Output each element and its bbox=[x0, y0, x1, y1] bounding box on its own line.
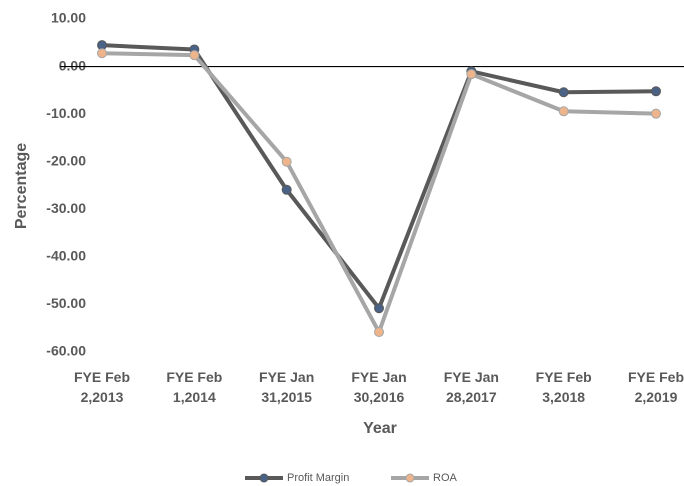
y-tick-label: -50.00 bbox=[46, 295, 86, 311]
x-tick-label: FYE Feb 3,2018 bbox=[536, 369, 592, 405]
legend-marker bbox=[405, 473, 415, 483]
x-tick-label: FYE Jan 31,2015 bbox=[259, 369, 314, 405]
y-tick-label: -60.00 bbox=[46, 343, 86, 359]
point-marker bbox=[374, 327, 384, 338]
point-marker bbox=[651, 86, 661, 97]
x-tick-label: FYE Jan 30,2016 bbox=[351, 369, 406, 405]
legend-marker bbox=[259, 473, 269, 483]
y-tick-label: -10.00 bbox=[46, 105, 86, 121]
x-tick-label: FYE Jan 28,2017 bbox=[444, 369, 499, 405]
series-line bbox=[101, 43, 657, 311]
point-marker bbox=[189, 50, 200, 61]
point-marker bbox=[374, 303, 384, 314]
x-axis-title: Year bbox=[363, 420, 397, 437]
point-marker bbox=[558, 106, 569, 117]
x-tick-label: FYE Feb 2,2019 bbox=[628, 369, 684, 405]
point-marker bbox=[558, 87, 569, 98]
point-marker bbox=[97, 48, 107, 59]
y-tick-label: -30.00 bbox=[46, 200, 86, 216]
y-axis-title: Percentage bbox=[13, 143, 30, 229]
point-marker bbox=[651, 108, 661, 119]
point-marker bbox=[281, 184, 292, 195]
x-tick-label: FYE Feb 2,2013 bbox=[74, 369, 130, 405]
y-tick-label: -40.00 bbox=[46, 248, 86, 264]
legend-label: ROA bbox=[433, 472, 458, 484]
x-tick-label: FYE Feb 1,2014 bbox=[166, 369, 222, 405]
point-marker bbox=[466, 69, 477, 80]
point-marker bbox=[281, 156, 292, 167]
y-tick-label: 10.00 bbox=[51, 10, 86, 26]
legend-label: Profit Margin bbox=[287, 472, 349, 484]
series-line bbox=[101, 51, 657, 335]
y-tick-label: -20.00 bbox=[46, 152, 86, 168]
y-tick-label: 0.00 bbox=[59, 57, 86, 73]
